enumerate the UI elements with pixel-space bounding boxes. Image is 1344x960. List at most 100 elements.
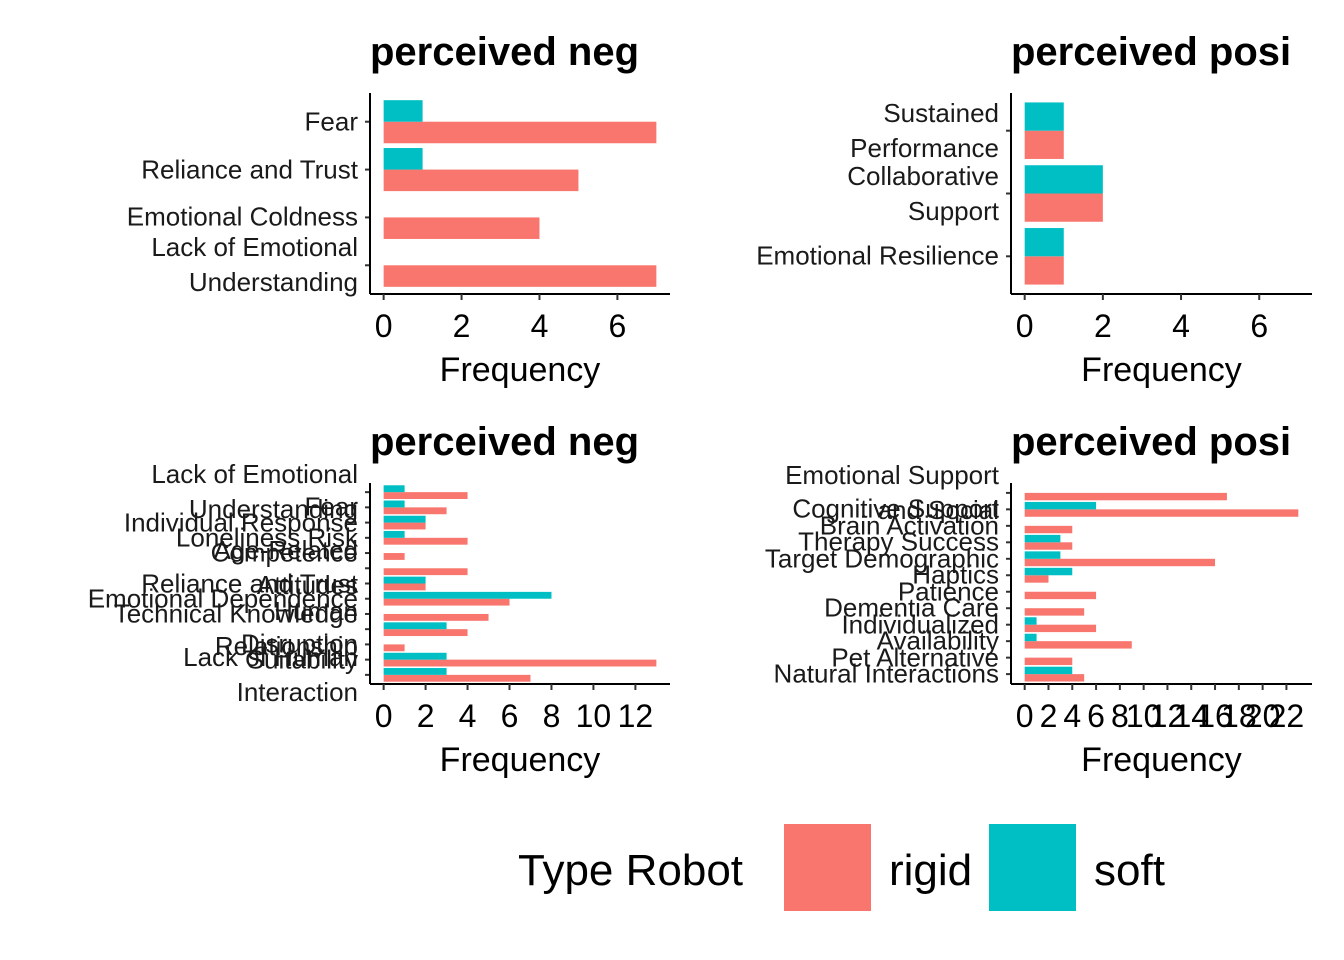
x-tick-label: 22 [1269, 698, 1305, 734]
x-tick-label: 10 [1126, 698, 1162, 734]
x-tick-label: 6 [1250, 308, 1268, 344]
bar [383, 515, 426, 523]
x-tick-label: 18 [1221, 698, 1257, 734]
bar [1024, 165, 1103, 194]
y-tick-label: Natural Interactions [773, 658, 999, 689]
bar [383, 217, 540, 239]
bar [383, 659, 657, 667]
x-axis-title: Frequency [1081, 351, 1242, 389]
y-tick-label: Individualized [841, 609, 999, 640]
bar [383, 492, 468, 499]
bar [383, 591, 552, 599]
y-tick-label: Sustained Performance [850, 97, 999, 163]
x-tick-label: 6 [1087, 698, 1105, 734]
bar [1024, 617, 1037, 625]
y-tick-label: Lack of Human Interaction [183, 641, 358, 707]
bar [383, 674, 531, 682]
y-tick-label: Therapy Success [798, 526, 999, 557]
y-tick-label: Emotional Support and Social [785, 459, 999, 525]
bar [1024, 525, 1073, 534]
bar [383, 500, 405, 508]
bar [1024, 633, 1037, 642]
bar [1024, 509, 1299, 517]
bar [383, 530, 405, 538]
bar [1024, 575, 1049, 583]
x-tick-label: 4 [1172, 308, 1190, 344]
x-tick-label: 4 [459, 698, 477, 734]
y-tick-label: Cognitive Support [792, 493, 999, 524]
bar [1024, 674, 1085, 682]
y-tick-label: Fear [304, 106, 358, 137]
bar [383, 169, 579, 192]
x-tick-label: 20 [1245, 698, 1281, 734]
x-axis-title: Frequency [440, 741, 601, 779]
y-tick-label: Lack of Emotional Understanding [151, 232, 358, 298]
bar [1024, 102, 1064, 131]
y-tick-label: Emotional Dependence [87, 583, 358, 614]
bar [1024, 567, 1073, 576]
y-tick-label: Human Relationship [214, 596, 358, 662]
bar [383, 507, 447, 515]
bar [383, 668, 447, 675]
y-tick-label: Loneliness Risk [175, 522, 358, 553]
legend-label: rigid [889, 846, 972, 895]
y-tick-label: Brain Activation [819, 510, 999, 541]
bar [383, 652, 447, 660]
bar [1024, 534, 1061, 543]
bar [383, 598, 510, 606]
bar [1024, 256, 1064, 285]
bar [1024, 591, 1097, 600]
y-tick-label: Emotional Coldness [126, 201, 358, 232]
x-tick-label: 2 [1040, 698, 1058, 734]
bar [383, 537, 468, 545]
y-tick-label: Reliance and Trust [141, 154, 358, 185]
bar [383, 583, 426, 591]
bar [383, 148, 423, 170]
bar [383, 576, 426, 584]
x-tick-label: 2 [417, 698, 435, 734]
bar [383, 644, 405, 652]
x-tick-label: 14 [1173, 698, 1209, 734]
y-tick-label: Availability [876, 625, 999, 656]
y-tick-label: Emotional Resilience [756, 240, 999, 271]
panel-title: perceived posi [1011, 30, 1291, 74]
x-tick-label: 4 [531, 308, 549, 344]
x-tick-label: 0 [1016, 308, 1034, 344]
x-tick-label: 4 [1063, 698, 1081, 734]
x-tick-label: 6 [501, 698, 519, 734]
x-tick-label: 12 [1150, 698, 1186, 734]
x-tick-label: 0 [1016, 698, 1034, 734]
y-tick-label: Target Demographic [764, 543, 999, 574]
x-axis-title: Frequency [1081, 741, 1242, 779]
bar [1024, 492, 1227, 501]
y-tick-label: Haptics [912, 559, 999, 590]
x-tick-label: 6 [609, 308, 627, 344]
bar [1024, 666, 1073, 675]
panel-title: perceived neg [370, 420, 639, 464]
x-tick-label: 8 [1111, 698, 1129, 734]
x-tick-label: 10 [576, 698, 612, 734]
x-tick-label: 0 [375, 308, 393, 344]
y-tick-label: Pet Alternative [831, 642, 999, 673]
y-tick-label: Dementia Care [824, 592, 999, 623]
bar [1024, 641, 1132, 649]
bar [383, 622, 447, 630]
bar [1024, 624, 1097, 633]
legend-label: soft [1094, 846, 1165, 895]
panel-title: perceived neg [370, 30, 639, 74]
bar [383, 553, 405, 560]
y-tick-label: Patience [897, 576, 999, 607]
y-tick-label: Technical Knowledge [113, 598, 358, 629]
x-tick-label: 16 [1197, 698, 1233, 734]
legend-swatch [989, 824, 1076, 911]
x-tick-label: 0 [375, 698, 393, 734]
bar [1024, 501, 1097, 510]
bar [1024, 542, 1073, 550]
x-tick-label: 2 [453, 308, 471, 344]
bar [383, 568, 468, 576]
x-tick-label: 12 [618, 698, 654, 734]
y-tick-label: Lack of Emotional Understanding [151, 459, 358, 525]
y-tick-label: Individual Response [123, 507, 358, 538]
